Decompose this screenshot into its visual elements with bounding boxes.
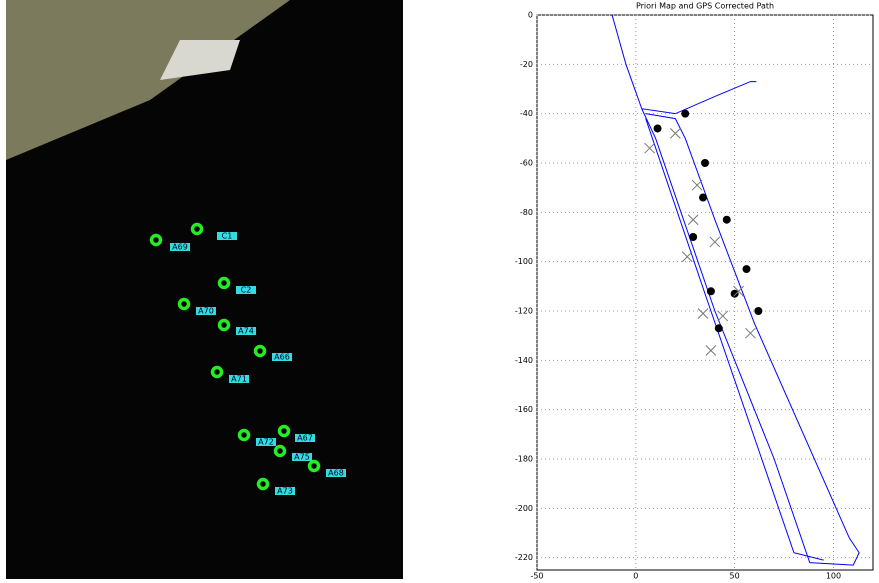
y-tick-label: 0 [528,11,533,20]
landmark-dot [715,324,723,332]
landmark-dot [743,265,751,273]
landmark-dot [654,124,662,132]
marker-label: A69 [172,243,188,252]
x-tick-label: 100 [826,572,841,580]
marker-label: A75 [294,453,310,462]
marker-label: A72 [258,438,274,447]
landmark-dot [699,194,707,202]
landmark-dot [754,307,762,315]
marker-label: A68 [328,469,344,478]
page: C1 A69 C2 A70 A74 A66 A71 A67 A72 A75 A68 A73 Prior… [0,0,879,579]
y-tick-label: -160 [515,405,533,414]
y-tick-label: -80 [520,208,533,217]
y-tick-label: -200 [515,504,533,513]
marker-label: A73 [277,487,293,496]
y-tick-label: -220 [515,553,533,562]
chart-title: Priori Map and GPS Corrected Path [636,2,774,11]
landmark-dot [707,287,715,295]
x-tick-label: 50 [730,572,740,580]
y-tick-label: -100 [515,257,533,266]
landmark-dot [689,233,697,241]
y-tick-label: -60 [520,159,533,168]
marker-label: A66 [274,353,290,362]
landmark-dot [723,216,731,224]
y-tick-label: -180 [515,455,533,464]
y-tick-label: -120 [515,307,533,316]
marker-label: A74 [238,327,254,336]
marker-label: A71 [231,375,247,384]
x-tick-label: 0 [633,572,638,580]
marker-label: A70 [198,307,214,316]
marker-label: C1 [222,232,233,241]
landmark-dot [681,110,689,118]
landmark-dot [701,159,709,167]
x-tick-label: -50 [530,572,543,580]
marker-label: C2 [241,286,252,295]
landmark-dot [731,290,739,298]
y-tick-label: -140 [515,356,533,365]
y-tick-label: -40 [520,109,533,118]
y-tick-label: -20 [520,60,533,69]
marker-label: A67 [297,434,313,443]
